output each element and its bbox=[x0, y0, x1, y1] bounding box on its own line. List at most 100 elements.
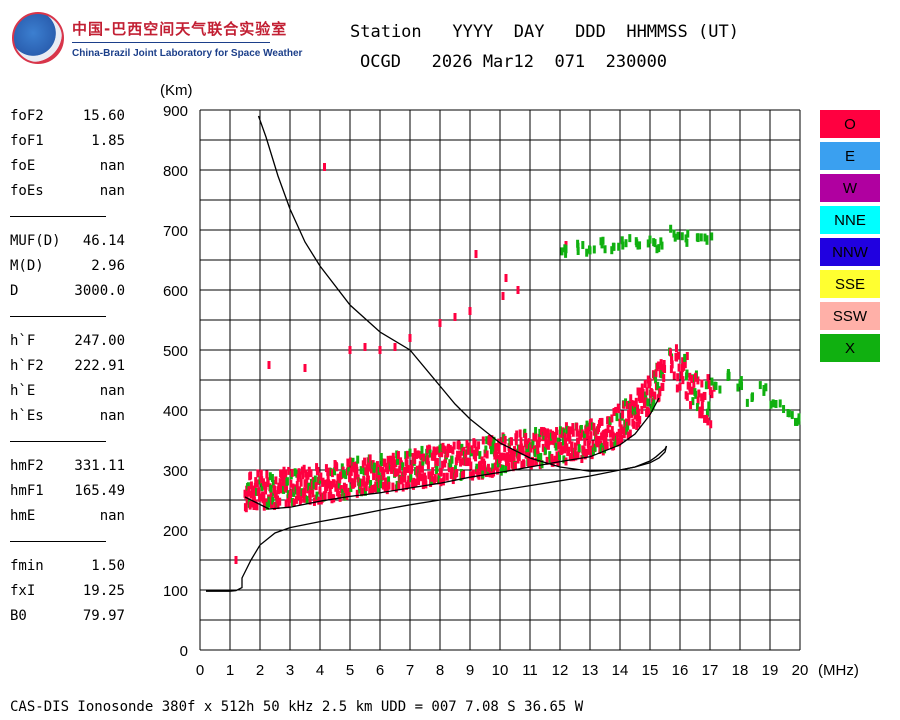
trace-mark bbox=[484, 445, 488, 454]
trace-mark bbox=[447, 443, 451, 452]
trace-mark bbox=[396, 468, 400, 477]
trace-mark bbox=[586, 439, 590, 448]
trace-mark bbox=[304, 469, 308, 478]
trace-mark bbox=[400, 476, 404, 485]
trace-mark bbox=[478, 451, 482, 460]
trace-mark bbox=[468, 307, 472, 315]
trace-mark bbox=[271, 496, 275, 505]
trace-mark bbox=[646, 398, 650, 407]
trace-mark bbox=[543, 446, 547, 455]
trace-mark bbox=[692, 379, 696, 388]
trace-mark bbox=[500, 452, 504, 461]
param-value: 331.11 bbox=[74, 458, 125, 474]
trace-mark bbox=[260, 483, 264, 492]
trace-mark bbox=[330, 481, 334, 490]
trace-mark bbox=[515, 430, 519, 439]
trace-mark bbox=[603, 245, 607, 254]
trace-mark bbox=[554, 433, 558, 442]
trace-mark bbox=[655, 245, 659, 254]
trace-mark bbox=[611, 242, 615, 251]
trace-mark bbox=[675, 353, 679, 362]
param-row: foE nan bbox=[10, 158, 125, 183]
trace-mark bbox=[344, 471, 348, 480]
trace-mark bbox=[771, 399, 775, 408]
trace-mark bbox=[359, 478, 363, 487]
trace-mark bbox=[439, 468, 443, 477]
trace-mark bbox=[436, 446, 440, 455]
trace-mark bbox=[440, 449, 444, 458]
trace-mark bbox=[521, 447, 525, 456]
trace-mark bbox=[633, 411, 637, 420]
trace-mark bbox=[317, 496, 321, 505]
trace-mark bbox=[640, 383, 644, 392]
trace-mark bbox=[526, 452, 530, 461]
trace-mark bbox=[795, 418, 799, 426]
trace-mark bbox=[600, 417, 604, 426]
trace-mark bbox=[582, 446, 586, 455]
trace-mark bbox=[564, 457, 568, 466]
trace-mark bbox=[447, 464, 451, 473]
trace-mark bbox=[411, 453, 415, 462]
trace-mark bbox=[247, 486, 251, 495]
trace-mark bbox=[295, 469, 299, 478]
trace-mark bbox=[700, 410, 704, 419]
trace-mark bbox=[698, 410, 702, 419]
trace-mark bbox=[276, 495, 280, 504]
trace-mark bbox=[685, 392, 689, 401]
trace-mark bbox=[630, 409, 634, 418]
trace-mark bbox=[323, 492, 327, 501]
trace-mark bbox=[704, 381, 708, 390]
trace-mark bbox=[690, 374, 694, 383]
trace-mark bbox=[439, 478, 443, 487]
trace-mark bbox=[612, 407, 616, 416]
trace-mark bbox=[626, 421, 630, 430]
trace-mark bbox=[624, 398, 628, 407]
trace-mark bbox=[683, 360, 687, 369]
trace-mark bbox=[620, 434, 624, 443]
trace-mark bbox=[414, 478, 418, 487]
trace-mark bbox=[659, 359, 663, 368]
trace-mark bbox=[326, 467, 330, 476]
trace-mark bbox=[708, 387, 712, 396]
trace-mark bbox=[368, 486, 372, 495]
trace-mark bbox=[597, 435, 601, 444]
trace-mark bbox=[475, 447, 479, 456]
trace-mark bbox=[426, 461, 430, 470]
trace-mark bbox=[559, 441, 563, 450]
trace-mark bbox=[468, 471, 472, 480]
trace-mark bbox=[647, 408, 651, 417]
x-tick-label: 13 bbox=[582, 662, 599, 679]
trace-mark bbox=[305, 477, 309, 486]
trace-mark bbox=[615, 431, 619, 440]
trace-mark bbox=[450, 467, 454, 476]
trace-mark bbox=[493, 451, 497, 460]
trace-mark bbox=[571, 423, 575, 432]
trace-mark bbox=[417, 476, 421, 485]
trace-mark bbox=[642, 395, 646, 404]
trace-mark bbox=[691, 386, 695, 395]
trace-mark bbox=[249, 481, 253, 490]
trace-mark bbox=[434, 459, 438, 468]
trace-mark bbox=[336, 473, 340, 482]
trace-mark bbox=[656, 381, 660, 390]
trace-mark bbox=[256, 469, 260, 478]
trace-mark bbox=[276, 501, 280, 510]
trace-mark bbox=[555, 454, 559, 463]
trace-mark bbox=[598, 418, 602, 427]
y-tick-label: 300 bbox=[163, 463, 188, 480]
trace-mark bbox=[718, 385, 722, 394]
trace-mark bbox=[314, 482, 318, 491]
trace-mark bbox=[685, 238, 689, 247]
trace-mark bbox=[421, 481, 425, 490]
trace-mark bbox=[567, 446, 571, 455]
trace-mark bbox=[403, 474, 407, 483]
param-label: foEs bbox=[10, 183, 44, 199]
trace-mark bbox=[688, 382, 692, 391]
trace-mark bbox=[308, 496, 312, 505]
trace-mark bbox=[634, 397, 638, 406]
param-value: 79.97 bbox=[82, 608, 125, 624]
trace-mark bbox=[657, 244, 661, 253]
param-label: hmE bbox=[10, 508, 36, 524]
param-value: 3000.0 bbox=[74, 283, 125, 299]
trace-mark bbox=[606, 424, 610, 433]
